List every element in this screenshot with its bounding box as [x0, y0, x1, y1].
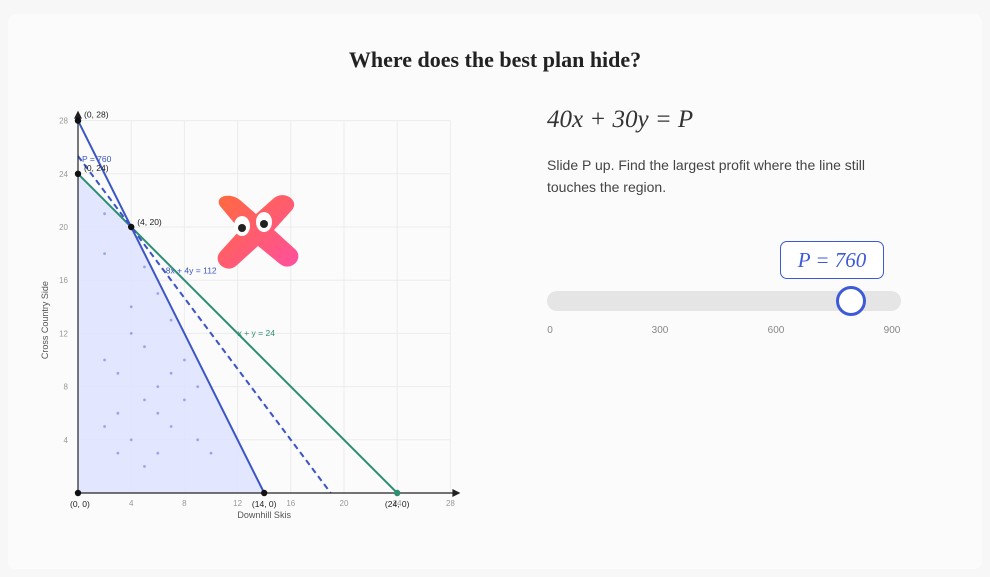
line-label: 8x + 4y = 112	[166, 266, 217, 276]
y-axis-label: Cross Country Side	[40, 281, 50, 359]
vertex-label: (24, 0)	[385, 499, 410, 509]
line-label: x + y = 24	[238, 328, 276, 338]
vertex-label: (0, 24)	[84, 163, 109, 173]
constraint-line-2	[77, 155, 332, 494]
region-dot	[169, 318, 173, 322]
x-tick-label: 24	[393, 499, 402, 508]
x-tick-label: 28	[446, 499, 455, 508]
slider-tick-0: 0	[547, 325, 553, 336]
region-dot	[156, 411, 160, 415]
vertex-point	[128, 223, 135, 231]
region-dot	[143, 465, 146, 468]
vertex-point	[74, 489, 82, 497]
region-dot	[103, 425, 106, 428]
slider-tick-600: 600	[767, 325, 785, 336]
region-dot	[156, 451, 160, 455]
region-dot	[209, 451, 213, 455]
line-label: P = 760	[82, 154, 112, 164]
y-tick-label: 28	[59, 117, 68, 126]
region-dot	[116, 411, 120, 415]
region-dot	[156, 292, 160, 295]
region-dot	[196, 385, 200, 388]
vertex-point	[394, 489, 401, 497]
y-tick-label: 8	[64, 383, 69, 392]
vertex-point	[74, 170, 82, 177]
region-dot	[183, 398, 186, 402]
y-tick-label: 16	[59, 276, 68, 285]
region-dot	[116, 371, 120, 375]
feasible-region	[78, 173, 265, 494]
region-dot	[156, 385, 160, 388]
region-dot	[196, 438, 200, 442]
constraint-line-0	[77, 120, 266, 494]
slider-tick-900: 900	[883, 325, 901, 336]
page-title: Where does the best plan hide?	[348, 47, 642, 72]
p-slider-track[interactable]	[547, 291, 901, 311]
region-dot	[103, 252, 106, 256]
region-dot	[143, 265, 146, 269]
region-dot	[169, 425, 173, 428]
y-tick-label: 12	[59, 329, 68, 338]
x-tick-label: 16	[286, 499, 295, 508]
vertex-label: (14, 0)	[252, 499, 277, 509]
vertex-label: (4, 20)	[137, 217, 162, 227]
mascot-logo	[217, 195, 299, 269]
region-dot	[103, 212, 106, 216]
objective-equation: 40x + 30y = P	[547, 106, 694, 133]
x-axis-arrow	[452, 489, 461, 497]
y-tick-label: 4	[64, 436, 69, 445]
x-tick-label: 20	[340, 499, 349, 508]
x-tick-label: 4	[129, 499, 134, 508]
y-tick-label: 20	[59, 223, 68, 232]
y-tick-label: 24	[59, 170, 68, 179]
feasible-region-graph: 4 8 12 16 20 24 28 4 8 12 16 20 24 28 (0, 28) (0, 24) (…	[40, 110, 461, 520]
y-axis-arrow	[74, 110, 82, 119]
instructions-text: Slide P up. Find the largest profit wher…	[547, 157, 866, 195]
vertex-point	[261, 489, 268, 497]
region-dot	[129, 438, 133, 442]
x-axis-label: Downhill Skis	[237, 510, 291, 520]
region-dot	[103, 358, 106, 362]
region-dot	[183, 358, 186, 362]
region-dot	[169, 371, 173, 375]
vertex-label: (0, 0)	[70, 499, 90, 509]
region-dot	[116, 451, 120, 455]
x-tick-label: 8	[182, 499, 187, 508]
vertex-point	[74, 117, 82, 124]
p-value-label: P = 760	[780, 241, 884, 279]
p-slider-thumb[interactable]	[836, 286, 866, 316]
region-dot	[129, 305, 133, 309]
region-dot	[129, 332, 133, 335]
region-dot	[143, 398, 146, 402]
slider-tick-300: 300	[651, 325, 669, 336]
x-tick-label: 12	[233, 499, 242, 508]
region-dot	[143, 345, 146, 349]
vertex-label: (0, 28)	[84, 110, 109, 120]
